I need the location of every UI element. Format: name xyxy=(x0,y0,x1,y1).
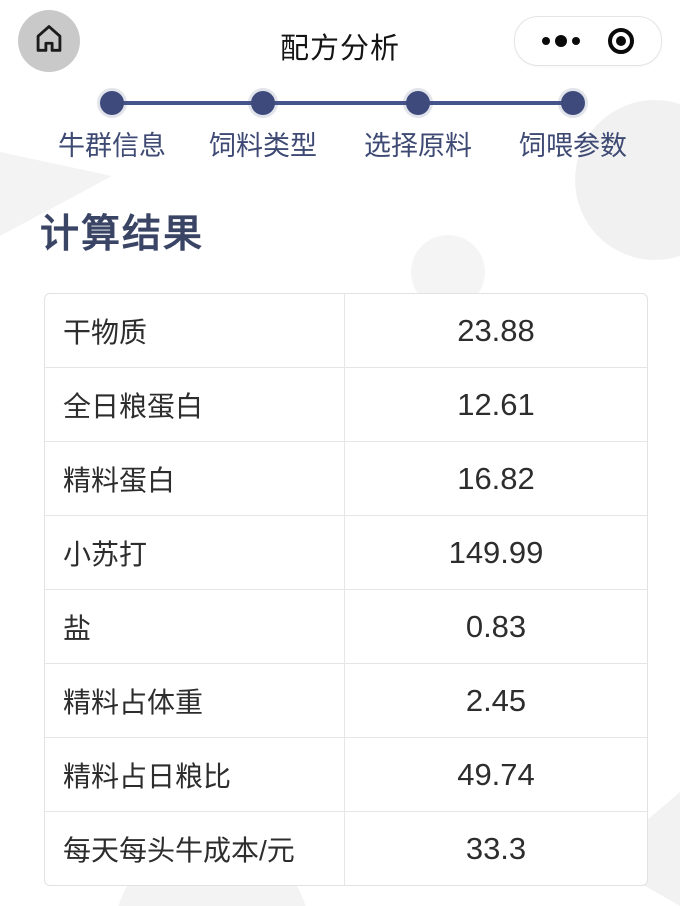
step-dot-3[interactable] xyxy=(406,91,430,115)
more-dot xyxy=(572,37,581,45)
navigation-bar: 配方分析 xyxy=(0,0,680,80)
row-label: 盐 xyxy=(45,590,345,663)
more-dot xyxy=(542,37,551,45)
table-row: 精料占体重 2.45 xyxy=(45,664,647,738)
row-label: 干物质 xyxy=(45,294,345,367)
row-value: 33.3 xyxy=(465,830,527,866)
row-label: 全日粮蛋白 xyxy=(45,368,345,441)
section-title-calculation-results: 计算结果 xyxy=(40,213,205,256)
table-row: 干物质 23.88 xyxy=(45,294,647,368)
table-row: 精料占日粮比 49.74 xyxy=(45,738,647,812)
row-label: 精料占日粮比 xyxy=(45,738,345,811)
row-value: 12.61 xyxy=(457,386,535,422)
step-label-herd-info[interactable]: 牛群信息 xyxy=(58,131,166,161)
step-dot-1[interactable] xyxy=(100,91,124,115)
step-dot-4[interactable] xyxy=(561,91,585,115)
table-row: 小苏打 149.99 xyxy=(45,516,647,590)
miniprogram-capsule xyxy=(514,16,662,66)
results-table: 干物质 23.88 全日粮蛋白 12.61 精料蛋白 16.82 小苏打 149… xyxy=(44,293,648,886)
home-icon xyxy=(32,22,66,61)
stepper-connector-line xyxy=(112,101,573,105)
row-label: 每天每头牛成本/元 xyxy=(45,812,345,885)
exit-target-core xyxy=(615,36,626,46)
row-value: 0.83 xyxy=(465,608,527,644)
row-value: 49.74 xyxy=(457,756,535,792)
table-row: 盐 0.83 xyxy=(45,590,647,664)
step-label-feed-type[interactable]: 饲料类型 xyxy=(209,131,317,161)
step-label-ingredients[interactable]: 选择原料 xyxy=(364,131,472,161)
row-value: 2.45 xyxy=(465,682,527,718)
table-row: 精料蛋白 16.82 xyxy=(45,442,647,516)
row-value: 23.88 xyxy=(457,312,535,348)
row-label: 精料占体重 xyxy=(45,664,345,737)
step-label-feed-params[interactable]: 饲喂参数 xyxy=(519,131,627,161)
row-label: 精料蛋白 xyxy=(45,442,345,515)
more-dot xyxy=(555,35,568,47)
exit-target-icon[interactable] xyxy=(607,28,634,54)
row-label: 小苏打 xyxy=(45,516,345,589)
step-dot-2[interactable] xyxy=(251,91,275,115)
row-value: 16.82 xyxy=(457,460,535,496)
more-icon[interactable] xyxy=(542,35,581,47)
home-button[interactable] xyxy=(18,10,80,72)
page-title: 配方分析 xyxy=(279,33,400,65)
table-row: 全日粮蛋白 12.61 xyxy=(45,368,647,442)
table-row: 每天每头牛成本/元 33.3 xyxy=(45,812,647,885)
row-value: 149.99 xyxy=(448,534,544,570)
